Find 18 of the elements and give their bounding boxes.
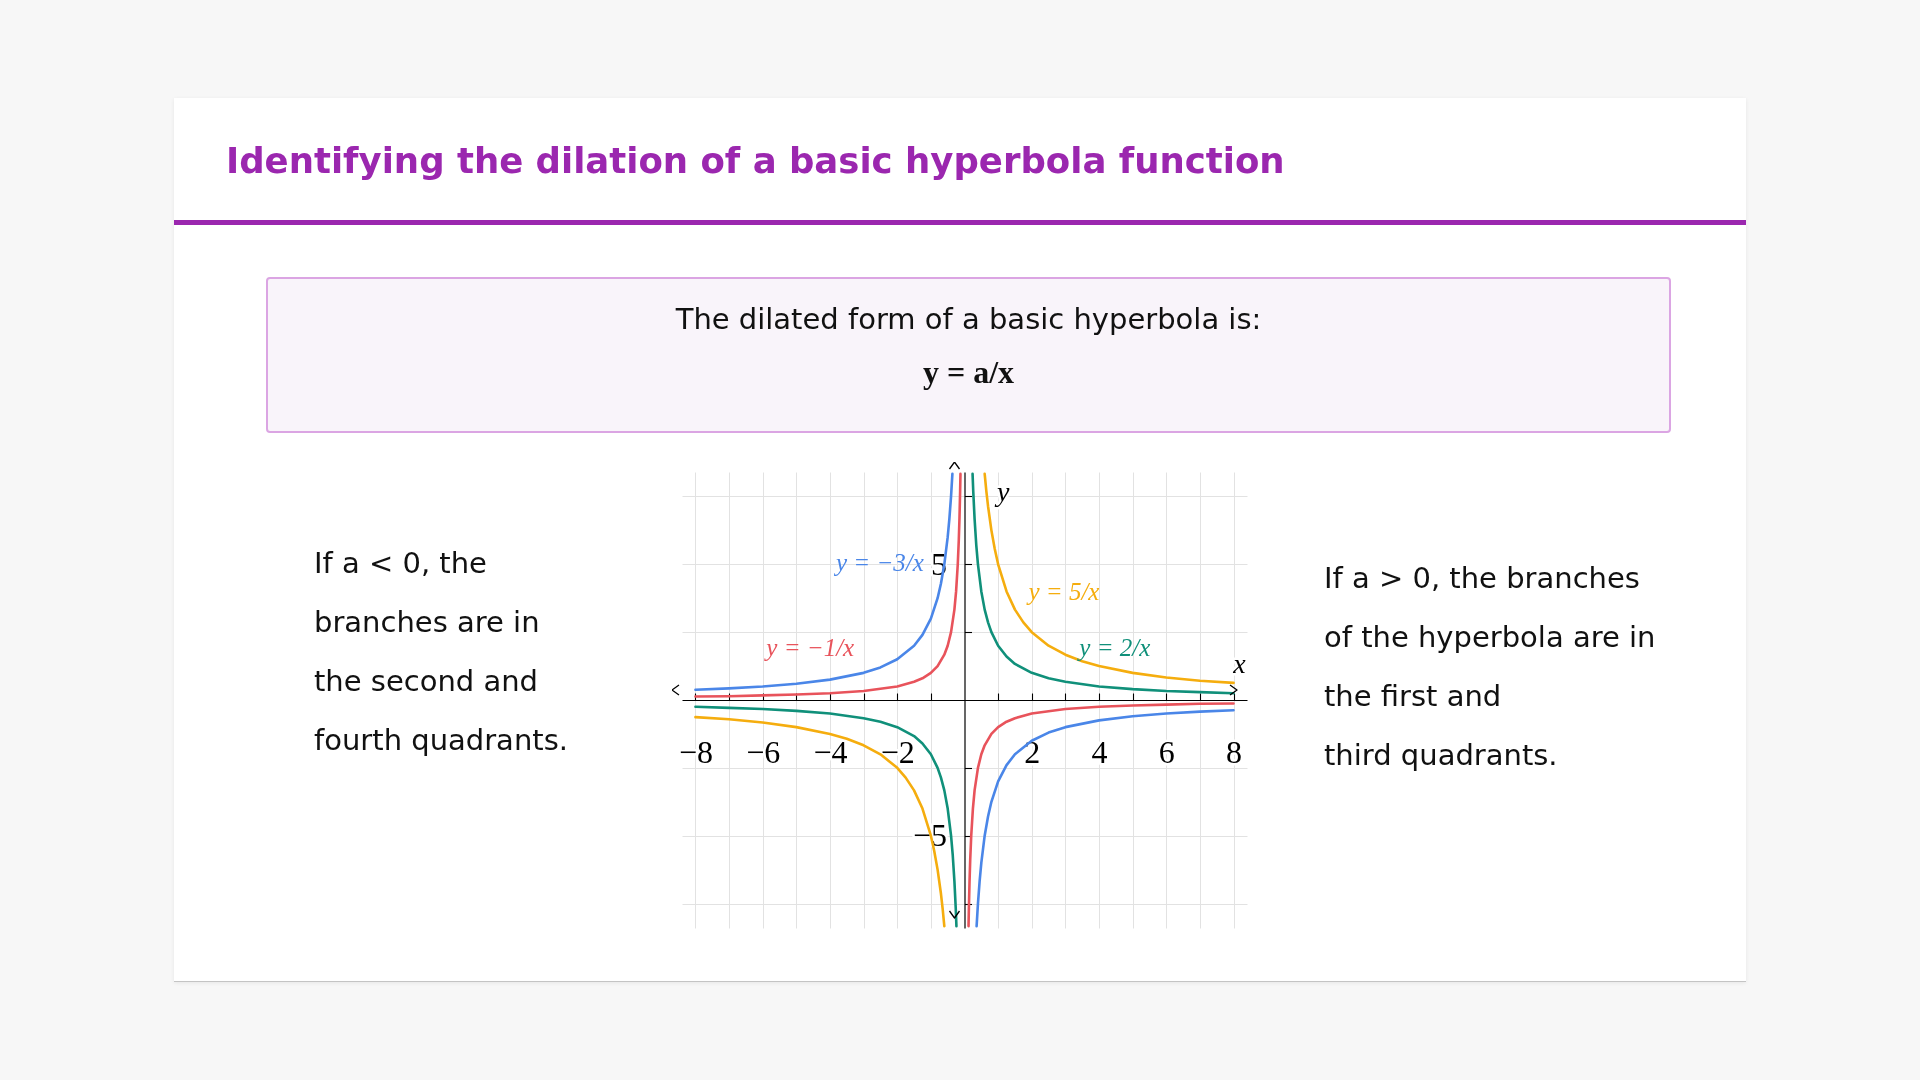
series-label: y = −3/x bbox=[832, 549, 924, 577]
y-axis-title: y bbox=[994, 475, 1010, 507]
x-tick-label: −6 bbox=[746, 733, 781, 770]
text: y = a/x bbox=[921, 353, 1016, 392]
x-tick-label: 8 bbox=[1226, 733, 1243, 770]
x-tick-label: 6 bbox=[1158, 733, 1175, 770]
series-label: y = −1/x bbox=[763, 633, 855, 661]
x-tick-label: −2 bbox=[880, 733, 915, 770]
x-axis-title: x bbox=[1232, 647, 1247, 679]
text: If a < 0, the branches are in the second and fourth quadrants. bbox=[314, 545, 568, 759]
series-label: y = 5/x bbox=[1025, 578, 1100, 606]
x-tick-label: 4 bbox=[1091, 733, 1108, 770]
text: If a > 0, the branches of the hyperbola are in the first and third quadrants. bbox=[1324, 560, 1656, 774]
chart-title: Identifying the dilation of a basic hyperbola function bbox=[226, 139, 1285, 183]
chart-subtitle: The dilated form of a basic hyperbola is: bbox=[674, 301, 1263, 338]
x-tick-label: −4 bbox=[813, 733, 848, 770]
x-tick-label: −8 bbox=[678, 733, 713, 770]
series-label: y = 2/x bbox=[1076, 633, 1151, 661]
